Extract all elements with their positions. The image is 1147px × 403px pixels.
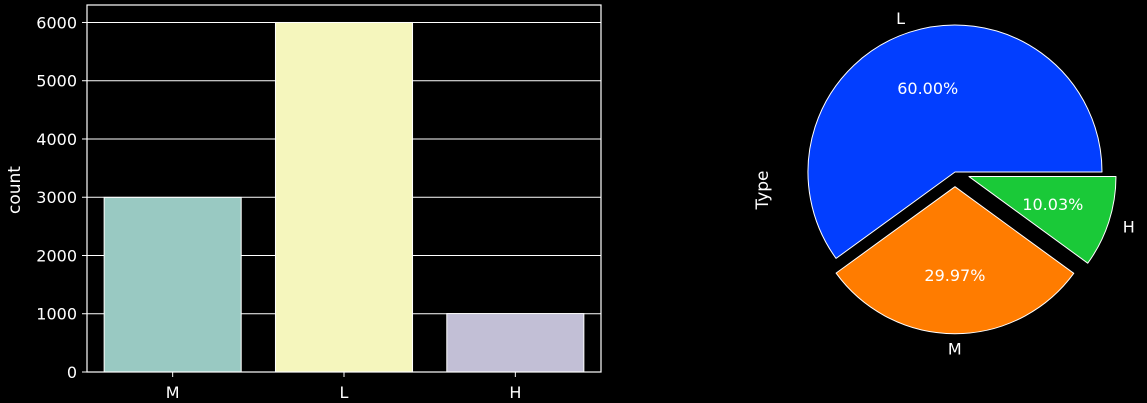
pie-pct-L: 60.00% bbox=[897, 79, 958, 98]
pie-slice-M bbox=[835, 186, 1075, 335]
bar-y-tick-label: 4000 bbox=[36, 130, 77, 149]
pie-slice-L bbox=[807, 24, 1103, 259]
bar-y-tick-label: 5000 bbox=[36, 72, 77, 91]
bar-x-tick-label: H bbox=[509, 383, 521, 402]
bar-x-tick-label: M bbox=[166, 383, 180, 402]
pie-label-H: H bbox=[1123, 218, 1135, 237]
bar-chart: 0 1000 2000 3000 4000 5000 6000 M L H count bbox=[5, 4, 602, 402]
pie-labels: L 60.00% M 29.97% H 10.03% bbox=[896, 9, 1135, 358]
bar-y-tick-label: 6000 bbox=[36, 13, 77, 32]
pie-label-L: L bbox=[896, 9, 905, 28]
bar-H bbox=[446, 313, 585, 373]
pie-chart: L 60.00% M 29.97% H 10.03% Type bbox=[753, 9, 1135, 358]
bar-M bbox=[103, 196, 242, 373]
bar-y-tick-labels: 0 1000 2000 3000 4000 5000 6000 bbox=[36, 13, 87, 382]
pie-pct-H: 10.03% bbox=[1022, 195, 1083, 214]
bar-y-tick-label: 3000 bbox=[36, 188, 77, 207]
bar-x-tick-label: L bbox=[340, 383, 349, 402]
bar-L bbox=[274, 21, 414, 373]
bar-y-tick-label: 0 bbox=[67, 363, 77, 382]
pie-slice-H bbox=[968, 176, 1117, 264]
bar-y-tick-label: 2000 bbox=[36, 246, 77, 265]
pie-slices bbox=[807, 24, 1117, 335]
pie-pct-M: 29.97% bbox=[924, 266, 985, 285]
bar-y-tick-label: 1000 bbox=[36, 305, 77, 324]
pie-label-M: M bbox=[948, 339, 962, 358]
pie-y-axis-label: Type bbox=[753, 170, 773, 210]
bar-y-axis-label: count bbox=[5, 166, 25, 214]
